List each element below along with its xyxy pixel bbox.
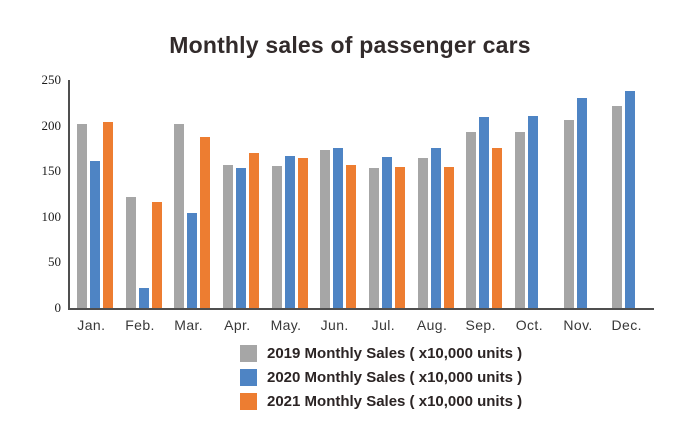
bar xyxy=(138,287,149,308)
bar xyxy=(174,123,185,308)
bar-group-dec xyxy=(605,80,654,308)
bar xyxy=(333,147,344,308)
bar-group-mar xyxy=(167,80,216,308)
y-axis-label: 0 xyxy=(54,300,62,315)
bar xyxy=(492,148,503,308)
bar-group-jan xyxy=(70,80,119,308)
y-axis-label: 150 xyxy=(41,163,62,179)
bar xyxy=(297,157,308,308)
bar xyxy=(430,147,441,308)
bar xyxy=(320,150,331,308)
bar xyxy=(625,90,636,308)
legend-item: 2020 Monthly Sales ( x10,000 units ) xyxy=(240,368,522,386)
bar xyxy=(200,137,211,308)
bar-group-aug xyxy=(411,80,460,308)
bar-group-nov xyxy=(557,80,606,308)
legend-swatch-icon xyxy=(240,344,257,362)
x-axis-label: Apr. xyxy=(224,317,251,333)
bar xyxy=(151,202,162,308)
bar-group-sep xyxy=(459,80,508,308)
x-axis-label: Jun. xyxy=(320,317,349,333)
x-axis-label: Mar. xyxy=(174,317,204,333)
bar xyxy=(223,164,234,308)
bar xyxy=(528,115,539,308)
x-axis-label: Dec. xyxy=(611,317,642,333)
bar-group-apr xyxy=(216,80,265,308)
bar xyxy=(77,123,87,308)
legend-swatch-icon xyxy=(240,368,257,386)
x-axis-label: Jan. xyxy=(77,317,106,333)
plot-area: 0 50 100 150 200 250 Jan. Feb. Mar. Apr. May. Jun.… xyxy=(42,72,654,333)
y-axis-label: 200 xyxy=(41,117,62,133)
bar xyxy=(346,164,357,308)
bar xyxy=(612,105,623,308)
bar xyxy=(90,161,100,308)
bar-group-jun xyxy=(313,80,362,308)
legend-item: 2021 Monthly Sales ( x10,000 units ) xyxy=(240,392,522,410)
legend-label: 2021 Monthly Sales ( x10,000 units ) xyxy=(267,392,523,410)
x-axis-label: Feb. xyxy=(125,317,155,333)
bar xyxy=(479,117,490,308)
x-axis-label: Aug. xyxy=(416,317,448,333)
bar-group-oct xyxy=(508,80,557,308)
legend-item: 2019 Monthly Sales ( x10,000 units ) xyxy=(240,344,522,362)
bar xyxy=(515,131,526,308)
bar xyxy=(103,121,113,308)
bar xyxy=(271,165,282,308)
bar xyxy=(249,152,260,308)
bar xyxy=(563,120,574,308)
bar xyxy=(395,166,406,308)
x-axis-label: May. xyxy=(270,317,302,333)
x-axis-labels: Jan. Feb. Mar. Apr. May. Jun. Jul. Aug. Sep. Oct.… xyxy=(67,317,651,333)
legend-swatch-icon xyxy=(240,392,257,410)
legend: 2019 Monthly Sales ( x10,000 units ) 2020… xyxy=(240,344,522,416)
y-axis-label: 50 xyxy=(48,254,61,270)
x-axis-label: Nov. xyxy=(563,317,593,333)
bar-group-feb xyxy=(119,80,168,308)
bar xyxy=(236,167,247,308)
legend-label: 2019 Monthly Sales ( x10,000 units ) xyxy=(267,344,523,362)
x-axis-label: Oct. xyxy=(515,317,544,333)
bar xyxy=(369,168,380,308)
bar xyxy=(466,131,477,308)
x-axis-label: Sep. xyxy=(465,317,496,333)
bar-group-jul xyxy=(362,80,411,308)
bar xyxy=(125,196,136,308)
chart-title: Monthly sales of passenger cars xyxy=(169,32,531,58)
y-axis-label: 100 xyxy=(41,208,62,224)
bar xyxy=(417,157,428,308)
legend-label: 2020 Monthly Sales ( x10,000 units ) xyxy=(267,368,523,386)
bar xyxy=(284,155,295,308)
bar-groups xyxy=(70,80,654,308)
bar-group-may xyxy=(265,80,314,308)
bar xyxy=(382,156,393,308)
bar xyxy=(576,98,587,308)
bar xyxy=(187,213,198,308)
y-axis-label: 250 xyxy=(41,72,62,87)
bar xyxy=(443,166,454,308)
x-axis-label: Jul. xyxy=(371,317,396,333)
